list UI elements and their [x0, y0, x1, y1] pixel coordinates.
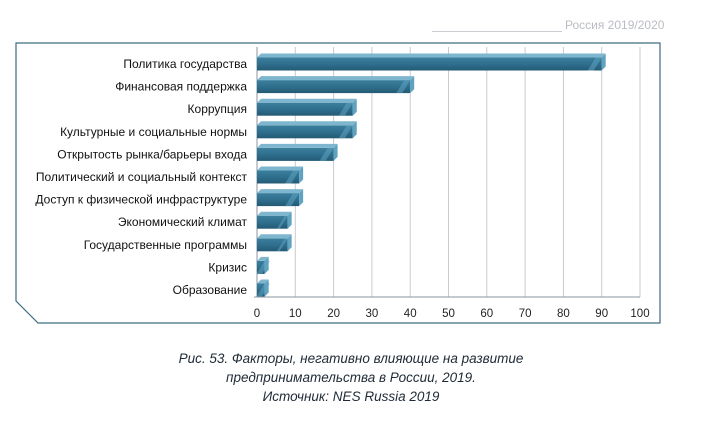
- bar: [257, 234, 292, 252]
- category-label: Кризис: [208, 260, 247, 274]
- x-tick-label: 60: [480, 308, 493, 320]
- x-tick-label: 70: [519, 308, 532, 320]
- bar-highlight: [285, 170, 300, 184]
- x-tick-label: 90: [595, 308, 608, 320]
- bar-top: [257, 211, 292, 216]
- bar-end: [299, 189, 304, 207]
- bar-top: [257, 166, 304, 171]
- bar-highlight: [256, 260, 270, 274]
- bar-top: [257, 143, 338, 148]
- header-rule: [432, 31, 562, 32]
- chart-frame: [15, 42, 661, 324]
- bar: [257, 121, 357, 139]
- bar-end: [352, 121, 357, 139]
- bar-end: [410, 76, 415, 94]
- x-tick-label: 0: [254, 308, 260, 320]
- category-label: Открытость рынка/барьеры входа: [57, 147, 247, 161]
- bar-highlight: [276, 215, 288, 229]
- bar-end: [333, 143, 338, 161]
- header-label: Россия 2019/2020: [565, 18, 665, 32]
- bar-end: [352, 98, 357, 116]
- bar: [257, 143, 338, 161]
- x-tick-label: 50: [442, 308, 455, 320]
- bar-end: [287, 211, 292, 229]
- category-label: Государственные программы: [84, 238, 247, 252]
- caption-line-3: Источник: NES Russia 2019: [262, 389, 440, 404]
- x-tick-label: 100: [630, 308, 649, 320]
- x-tick-label: 30: [366, 308, 379, 320]
- bar-end: [287, 234, 292, 252]
- bar-top: [257, 279, 269, 284]
- bar-top: [257, 53, 606, 58]
- bar: [257, 76, 415, 94]
- bar: [257, 166, 304, 184]
- bar-end: [601, 53, 606, 71]
- bar-top: [257, 189, 304, 194]
- x-tick-label: 10: [289, 308, 302, 320]
- category-label: Политика государства: [123, 57, 247, 71]
- x-tick-label: 40: [404, 308, 417, 320]
- bar: [256, 279, 270, 297]
- bar: [257, 211, 292, 229]
- bar-end: [299, 166, 304, 184]
- bar: [257, 189, 304, 207]
- bar-highlight: [396, 80, 411, 94]
- x-tick-label: 20: [327, 308, 340, 320]
- category-label: Политический и социальный контекст: [36, 170, 248, 184]
- bar-top: [257, 234, 292, 239]
- bar-highlight: [338, 125, 353, 139]
- category-label: Экономический климат: [118, 215, 248, 229]
- bar-highlight: [319, 147, 334, 161]
- x-tick-label: 80: [557, 308, 570, 320]
- bar-face: [257, 147, 334, 161]
- bar-top: [257, 76, 415, 81]
- bar: [257, 98, 357, 116]
- bar-top: [257, 98, 357, 103]
- bar-face: [257, 57, 602, 71]
- bar-face: [257, 80, 411, 94]
- bar-highlight: [285, 193, 300, 207]
- bar-highlight: [276, 238, 288, 252]
- category-label: Культурные и социальные нормы: [60, 125, 247, 139]
- bar-top: [257, 121, 357, 126]
- bar-highlight: [256, 283, 270, 297]
- bar: [257, 53, 606, 71]
- bar-highlight: [587, 57, 602, 71]
- bar: [256, 256, 270, 274]
- category-label: Коррупция: [188, 102, 247, 116]
- bar-face: [257, 102, 353, 116]
- caption-line-2: предпринимательства в России, 2019.: [226, 370, 476, 385]
- category-label: Образование: [173, 283, 248, 297]
- figure-caption: Рис. 53. Факторы, негативно влияющие на …: [0, 349, 702, 406]
- category-label: Финансовая поддержка: [115, 80, 247, 94]
- category-label: Доступ к физической инфраструктуре: [35, 193, 247, 207]
- bar-top: [257, 256, 269, 261]
- bar-chart: Политика государства Финансовая поддержка…: [15, 42, 661, 324]
- bar-face: [257, 125, 353, 139]
- caption-line-1: Рис. 53. Факторы, негативно влияющие на …: [178, 351, 524, 366]
- bar-highlight: [338, 102, 353, 116]
